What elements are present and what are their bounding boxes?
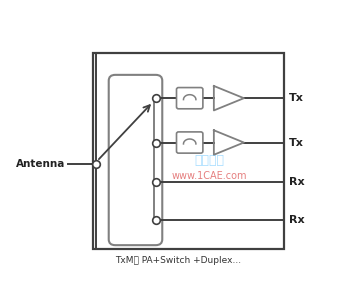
FancyBboxPatch shape <box>177 88 203 109</box>
Text: TxM（ PA+Switch +Duplex...: TxM（ PA+Switch +Duplex... <box>115 256 241 265</box>
Text: Rx: Rx <box>289 215 305 225</box>
Text: www.1CAE.com: www.1CAE.com <box>172 171 247 181</box>
FancyBboxPatch shape <box>93 53 284 249</box>
FancyBboxPatch shape <box>177 132 203 153</box>
Text: Tx: Tx <box>289 138 304 148</box>
Text: 仿真在线: 仿真在线 <box>194 154 224 167</box>
FancyBboxPatch shape <box>109 75 162 245</box>
Text: Rx: Rx <box>289 177 305 187</box>
Text: Antenna: Antenna <box>16 158 66 168</box>
Text: Tx: Tx <box>289 93 304 103</box>
